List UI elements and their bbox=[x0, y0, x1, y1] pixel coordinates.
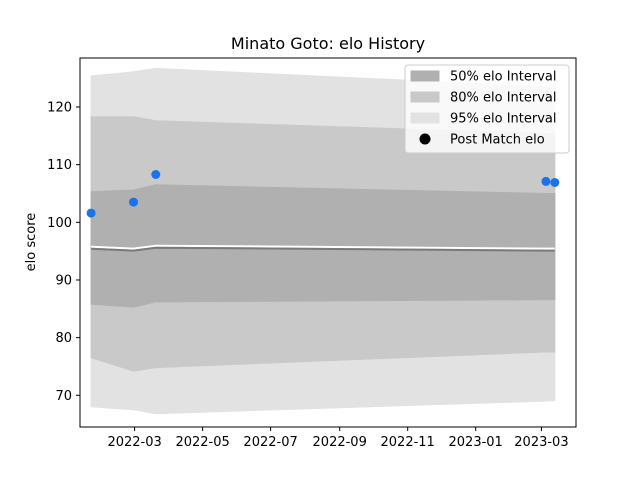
mean-elo-line bbox=[91, 246, 555, 252]
legend-swatch bbox=[410, 91, 440, 103]
y-tick-label: 110 bbox=[47, 158, 72, 173]
legend-label: 50% elo Interval bbox=[450, 70, 557, 85]
legend-marker bbox=[419, 133, 431, 145]
legend: 50% elo Interval 80% elo Interval 95% elo … bbox=[404, 64, 570, 154]
x-tick-label: 2023-01 bbox=[449, 435, 503, 450]
legend-swatch bbox=[410, 112, 440, 124]
x-tick-label: 2022-11 bbox=[381, 435, 435, 450]
legend-label: Post Match elo bbox=[450, 133, 545, 148]
y-axis-label: elo score bbox=[24, 213, 39, 272]
mean-lines bbox=[91, 244, 555, 252]
plot-frame bbox=[79, 57, 577, 428]
legend-swatch bbox=[410, 70, 440, 82]
x-tick-label: 2022-03 bbox=[107, 435, 161, 450]
x-tick-label: 2022-09 bbox=[313, 435, 367, 450]
post-match-point bbox=[129, 197, 138, 207]
legend-box bbox=[404, 64, 570, 154]
post-match-point bbox=[86, 208, 96, 218]
y-tick-label: 80 bbox=[55, 331, 72, 346]
x-axis-ticks: 2022-03 2022-05 2022-07 2022-09 2022-11 2023-… bbox=[107, 427, 569, 450]
y-tick-label: 70 bbox=[55, 389, 72, 404]
x-tick-label: 2023-03 bbox=[514, 435, 568, 450]
x-tick-label: 2022-05 bbox=[175, 435, 229, 450]
chart-title: Minato Goto: elo History bbox=[231, 34, 425, 53]
mean-highlight-line bbox=[91, 244, 555, 250]
post-match-point bbox=[541, 176, 551, 186]
y-axis-ticks: 70 80 90 100 110 120 bbox=[47, 101, 80, 404]
post-match-point bbox=[550, 178, 560, 187]
y-tick-label: 90 bbox=[55, 273, 72, 288]
post-match-point bbox=[151, 170, 161, 179]
y-tick-label: 100 bbox=[47, 216, 72, 231]
y-tick-label: 120 bbox=[47, 101, 72, 116]
legend-label: 95% elo Interval bbox=[450, 112, 557, 127]
legend-label: 80% elo Interval bbox=[450, 91, 557, 106]
x-tick-label: 2022-07 bbox=[243, 435, 297, 450]
post-match-points bbox=[86, 170, 560, 218]
